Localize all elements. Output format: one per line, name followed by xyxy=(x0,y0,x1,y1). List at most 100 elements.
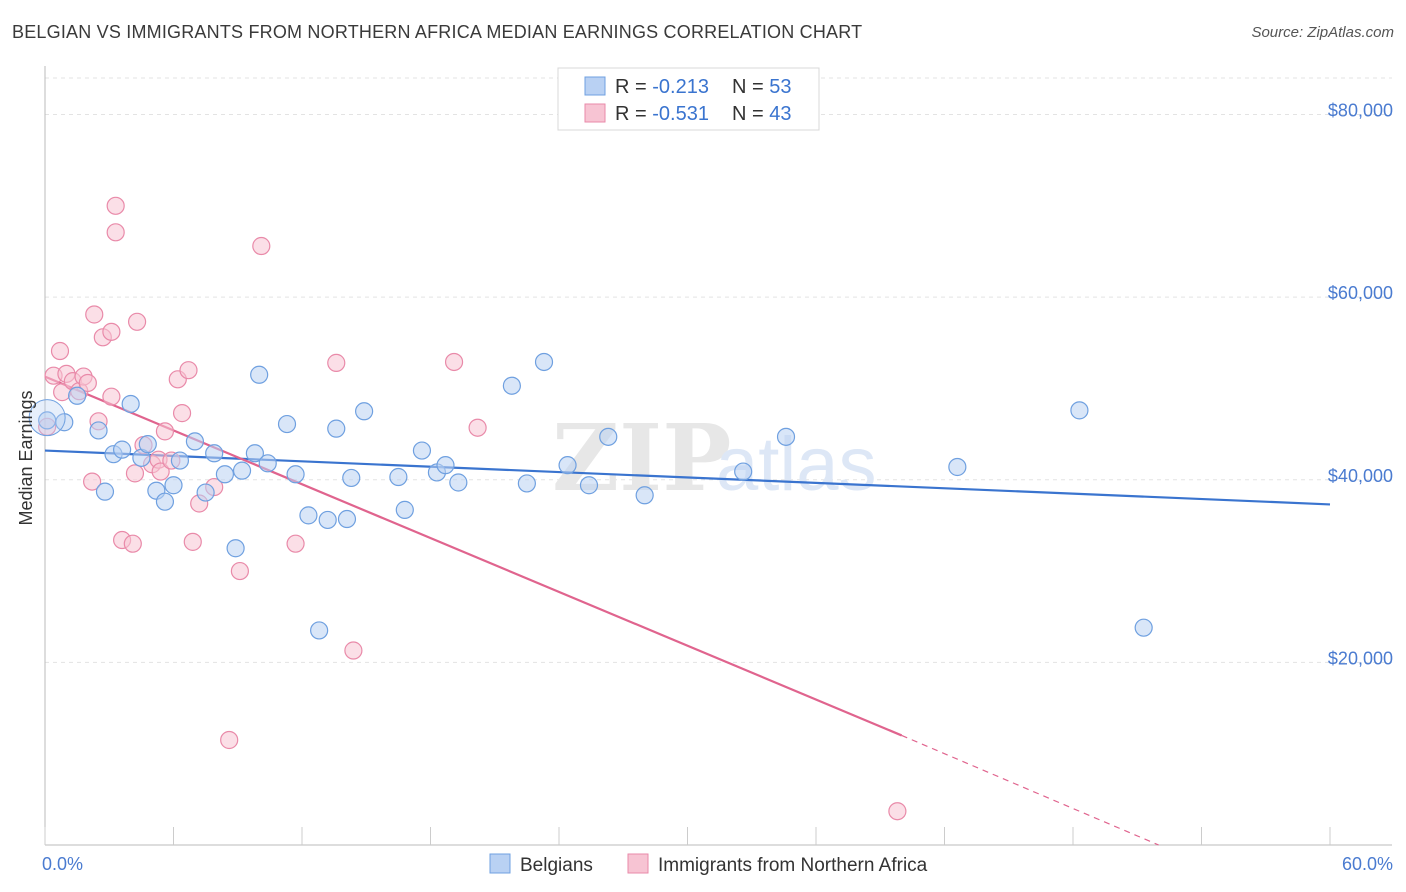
point-belgians xyxy=(205,444,224,463)
legend-n-value-2: 43 xyxy=(769,103,791,125)
y-tick-labels: $20,000 $40,000 $60,000 $80,000 xyxy=(1328,101,1393,669)
point-nafrica xyxy=(179,361,198,380)
point-nafrica xyxy=(155,422,175,441)
point-nafrica xyxy=(123,534,142,553)
point-nafrica xyxy=(151,462,170,481)
legend-n-label-1: N = xyxy=(732,76,769,98)
point-belgians xyxy=(89,421,108,440)
point-nafrica xyxy=(83,472,102,491)
point-belgians xyxy=(776,427,796,446)
point-nafrica xyxy=(172,404,192,423)
point-nafrica xyxy=(78,373,97,393)
point-nafrica xyxy=(468,418,487,437)
point-belgians xyxy=(250,365,269,384)
x-tick-label: 0.0% xyxy=(42,854,83,874)
point-belgians xyxy=(232,461,252,480)
point-belgians xyxy=(310,621,329,640)
point-belgians xyxy=(245,444,264,463)
point-nafrica xyxy=(252,236,271,256)
point-belgians xyxy=(342,468,361,488)
point-belgians xyxy=(558,456,577,475)
y-tick-label: $80,000 xyxy=(1328,101,1393,121)
point-belgians xyxy=(436,456,455,475)
point-belgians xyxy=(327,419,346,438)
point-nafrica xyxy=(220,730,239,750)
point-nafrica xyxy=(344,641,363,660)
bottom-legend-swatch-belgians xyxy=(489,853,511,874)
bottom-legend-belgians: Belgians xyxy=(520,855,593,876)
point-belgians xyxy=(277,414,297,434)
point-belgians xyxy=(449,473,468,492)
point-belgians xyxy=(318,510,337,530)
source-credit: Source: ZipAtlas.com xyxy=(1251,24,1394,41)
y-tick-label: $60,000 xyxy=(1328,283,1393,303)
point-belgians xyxy=(215,465,234,484)
point-belgians xyxy=(185,432,205,451)
point-belgians xyxy=(599,427,618,446)
point-belgians xyxy=(286,465,305,484)
data-points xyxy=(28,196,1153,821)
point-belgians xyxy=(299,506,318,525)
point-cluster-belgians xyxy=(28,399,66,437)
point-belgians xyxy=(112,440,132,459)
legend-n-row-1: N = 53 xyxy=(732,76,792,98)
point-belgians xyxy=(389,467,408,487)
point-nafrica xyxy=(444,352,464,372)
bottom-legend-swatch-nafrica xyxy=(627,853,649,874)
point-nafrica xyxy=(286,534,305,553)
point-belgians xyxy=(226,539,245,558)
chart-title: BELGIAN VS IMMIGRANTS FROM NORTHERN AFRI… xyxy=(12,22,863,42)
bottom-legend-nafrica: Immigrants from Northern Africa xyxy=(658,855,928,876)
legend-n-label-2: N = xyxy=(732,103,769,125)
point-belgians xyxy=(68,386,87,405)
y-axis-label: Median Earnings xyxy=(16,390,36,525)
point-belgians xyxy=(1134,618,1153,637)
point-belgians xyxy=(155,492,175,511)
legend-row-1: R = -0.213 xyxy=(615,76,709,98)
point-nafrica xyxy=(230,561,249,581)
point-belgians xyxy=(734,462,753,481)
point-nafrica xyxy=(888,802,907,821)
correlation-legend: R = -0.213 N = 53 R = -0.531 N = 43 xyxy=(557,67,820,131)
point-belgians xyxy=(412,441,432,460)
point-nafrica xyxy=(85,305,104,324)
point-belgians xyxy=(579,476,599,495)
point-nafrica xyxy=(183,532,202,551)
legend-n-value-1: 53 xyxy=(769,76,791,98)
point-nafrica xyxy=(106,223,125,242)
legend-swatch-nafrica xyxy=(584,103,606,123)
watermark: ZIP atlas xyxy=(552,404,877,512)
x-tick-label: 60.0% xyxy=(1342,854,1393,874)
point-nafrica xyxy=(127,312,147,331)
point-nafrica xyxy=(102,322,121,341)
legend-r-label-1: R = xyxy=(615,76,652,98)
legend-row-2: R = -0.531 xyxy=(615,103,709,125)
legend-r-value-1: -0.213 xyxy=(652,76,709,98)
point-belgians xyxy=(635,486,654,505)
point-belgians xyxy=(258,454,277,473)
point-belgians xyxy=(517,474,536,493)
point-belgians xyxy=(395,500,414,519)
y-tick-label: $20,000 xyxy=(1328,648,1393,668)
point-belgians xyxy=(502,376,521,395)
point-belgians xyxy=(196,483,215,502)
point-belgians xyxy=(95,482,115,501)
point-nafrica xyxy=(327,353,346,372)
y-tick-label: $40,000 xyxy=(1328,466,1393,486)
legend-n-row-2: N = 43 xyxy=(732,103,792,125)
point-nafrica xyxy=(50,341,70,361)
point-belgians xyxy=(355,402,374,421)
point-belgians xyxy=(121,394,140,414)
point-nafrica xyxy=(102,387,121,406)
point-belgians xyxy=(164,476,183,495)
series-legend: Belgians Immigrants from Northern Africa xyxy=(489,853,928,876)
point-belgians xyxy=(948,457,967,477)
point-belgians xyxy=(138,435,157,454)
legend-r-value-2: -0.531 xyxy=(652,103,709,125)
point-belgians xyxy=(170,451,190,470)
point-belgians xyxy=(337,509,357,529)
point-belgians xyxy=(1070,401,1089,420)
x-tick-labels: 0.0% 60.0% xyxy=(42,854,1393,874)
axes xyxy=(44,66,1392,846)
